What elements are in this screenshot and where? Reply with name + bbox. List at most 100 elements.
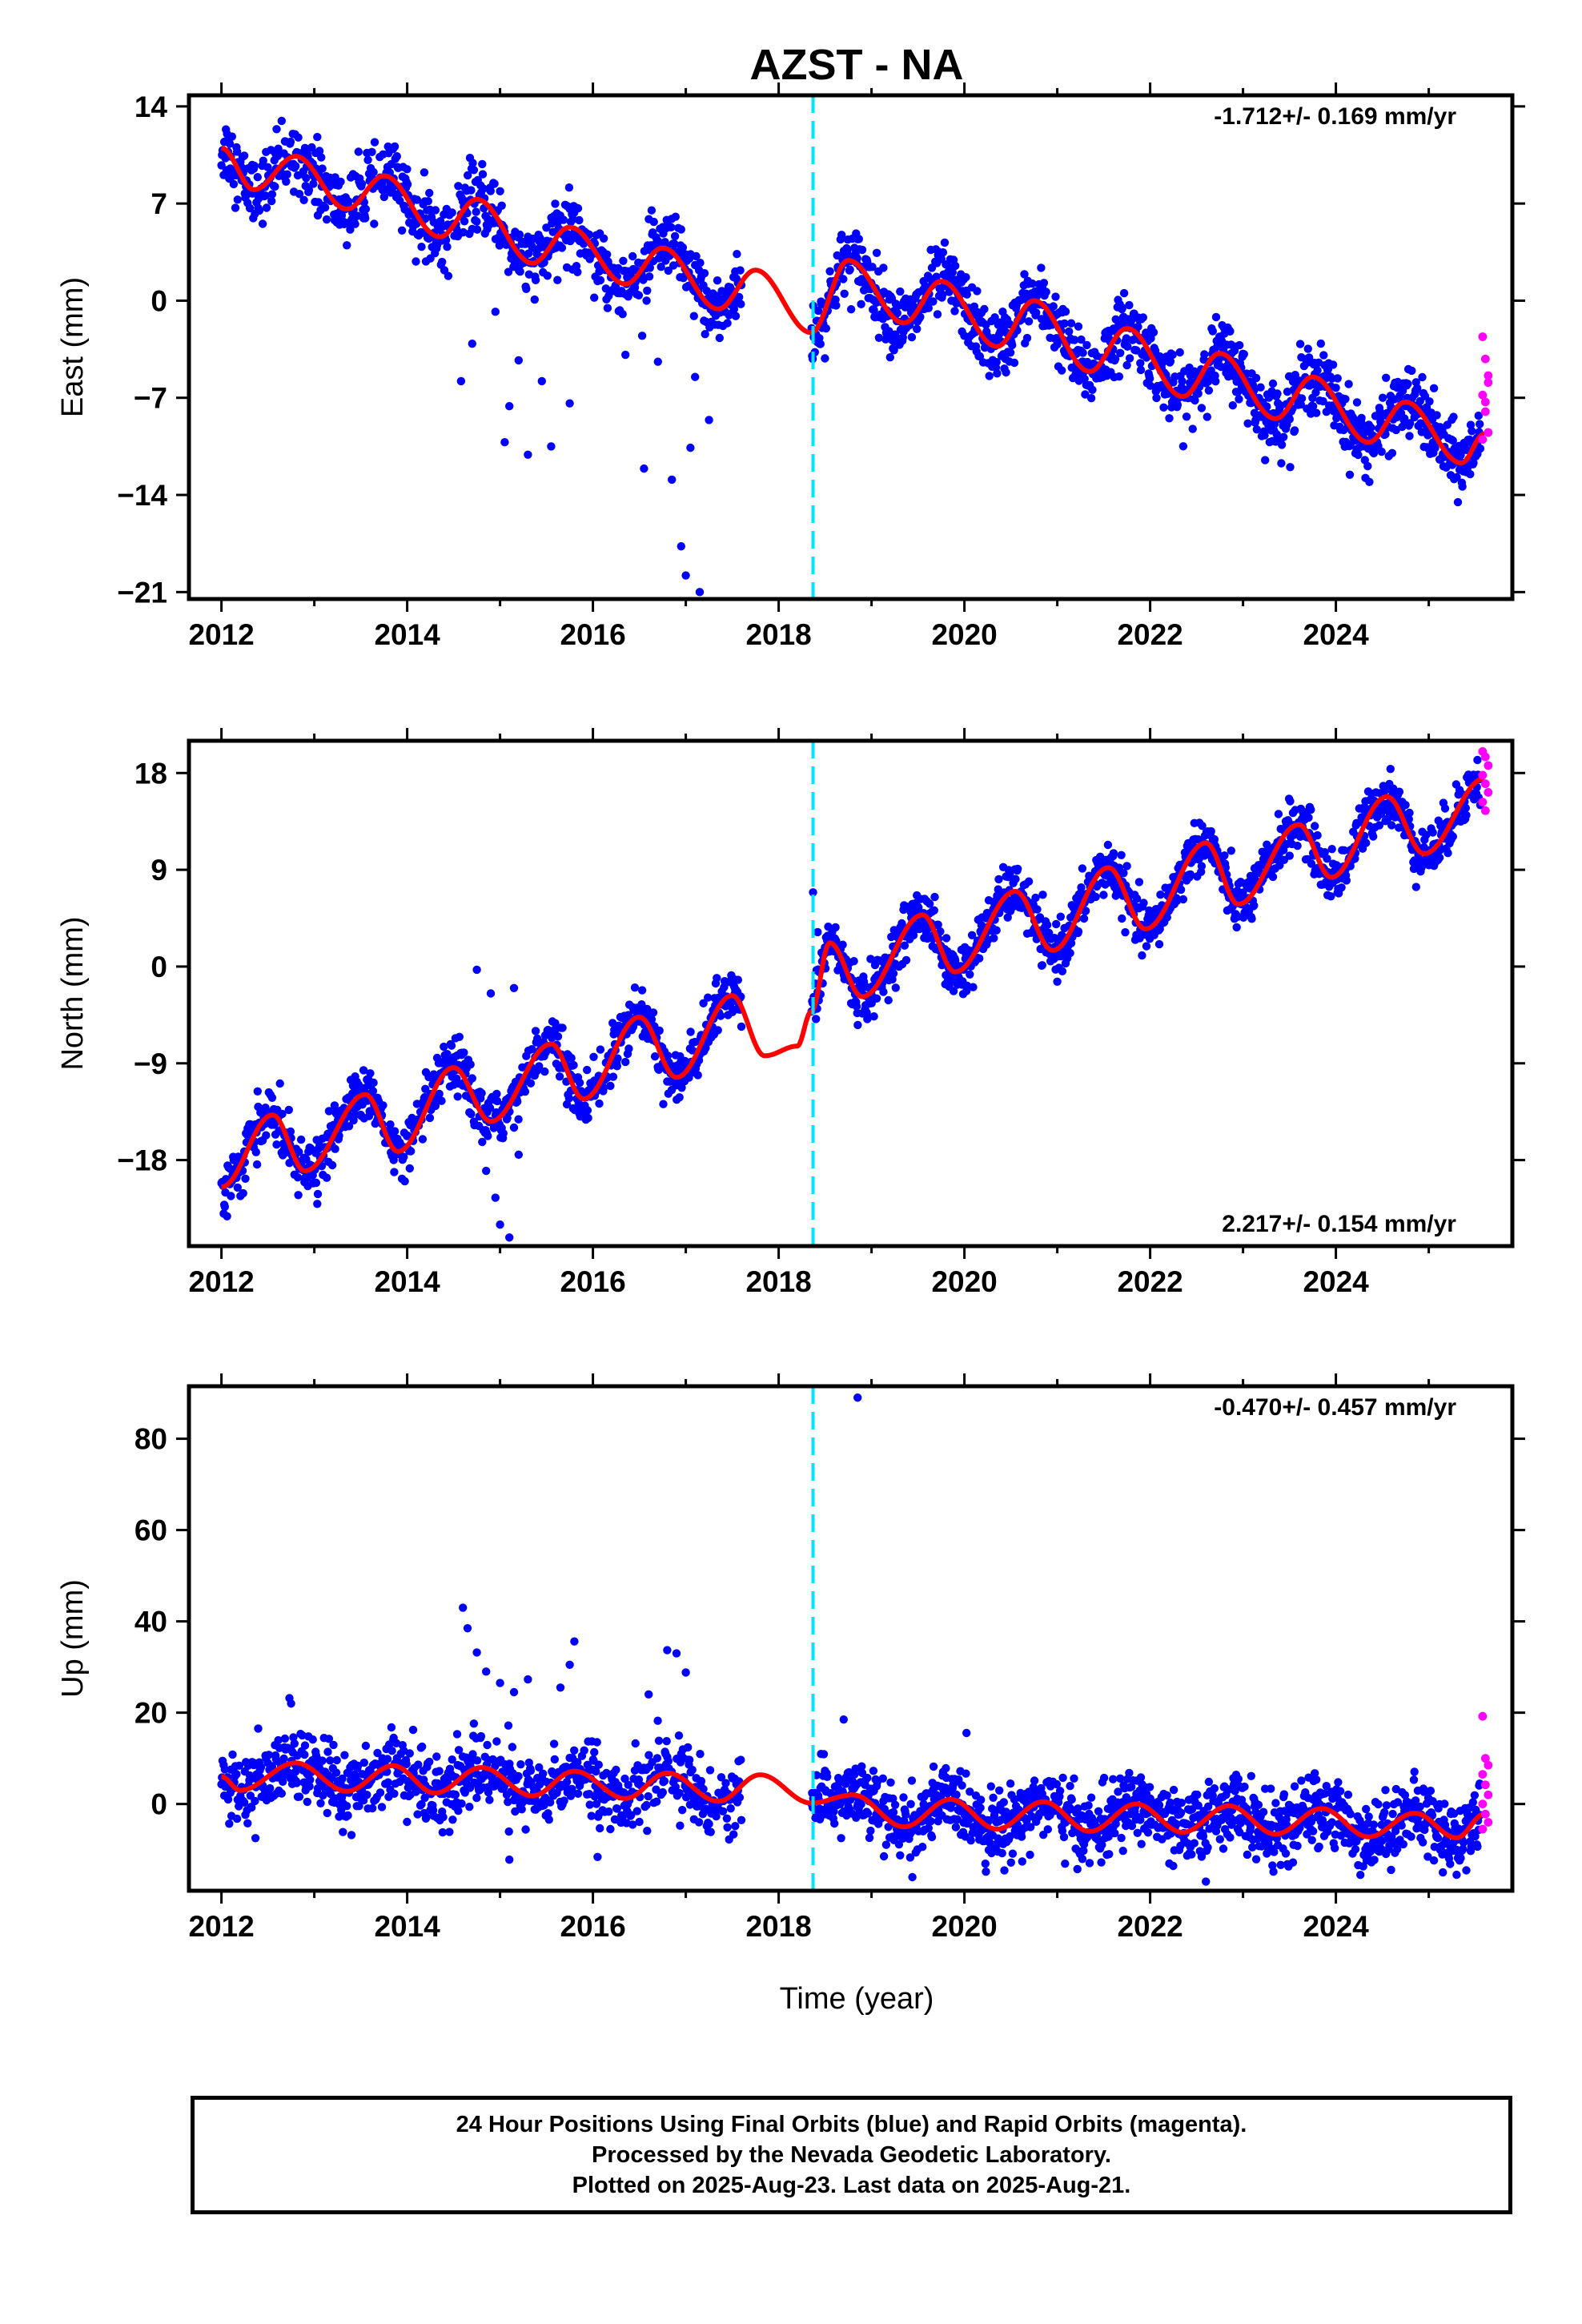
final-orbit-point xyxy=(1200,350,1209,359)
final-orbit-point xyxy=(1125,300,1134,310)
final-orbit-point xyxy=(1110,355,1120,364)
final-orbit-point xyxy=(551,199,560,208)
final-orbit-point xyxy=(231,203,240,212)
final-orbit-point xyxy=(990,934,998,943)
final-orbit-point xyxy=(667,223,676,231)
final-orbit-point xyxy=(280,1734,290,1743)
final-orbit-point xyxy=(508,1743,517,1751)
final-orbit-point xyxy=(361,204,371,214)
final-orbit-point xyxy=(516,267,524,276)
final-orbit-point xyxy=(323,1808,331,1818)
final-orbit-point xyxy=(985,372,994,380)
final-orbit-point xyxy=(603,250,612,259)
final-orbit-point xyxy=(560,1796,568,1805)
final-orbit-point xyxy=(422,1812,431,1822)
final-orbit-point xyxy=(840,289,849,298)
final-orbit-point xyxy=(1053,340,1062,349)
y-tick-label: −21 xyxy=(117,576,167,609)
final-orbit-point xyxy=(1395,787,1404,796)
final-orbit-point xyxy=(664,1756,673,1766)
final-orbit-point xyxy=(1038,891,1047,899)
final-orbit-point xyxy=(907,332,917,342)
x-tick-label: 2012 xyxy=(188,1265,254,1298)
final-orbit-point xyxy=(557,243,567,252)
final-orbit-point xyxy=(879,987,888,996)
final-orbit-point xyxy=(735,292,744,302)
final-orbit-point xyxy=(1367,423,1375,432)
final-orbit-point xyxy=(331,1144,339,1153)
final-orbit-point xyxy=(656,263,665,271)
final-orbit-point xyxy=(496,187,504,195)
final-orbit-point xyxy=(274,144,283,153)
final-orbit-point xyxy=(549,1739,559,1748)
final-orbit-point xyxy=(570,1746,579,1755)
final-orbit-point xyxy=(1178,895,1188,904)
final-orbit-point xyxy=(689,312,698,320)
final-orbit-point xyxy=(239,151,249,160)
final-orbit-point xyxy=(1024,317,1034,326)
final-orbit-point xyxy=(267,190,277,199)
final-orbit-point xyxy=(370,219,379,228)
final-orbit-point xyxy=(650,1052,660,1061)
final-orbit-point xyxy=(813,306,823,316)
final-orbit-point xyxy=(1297,394,1307,403)
final-orbit-point xyxy=(1387,448,1397,457)
final-orbit-point xyxy=(618,310,627,319)
final-orbit-point xyxy=(596,1045,605,1054)
final-orbit-point xyxy=(659,1100,668,1108)
final-orbit-point xyxy=(664,266,673,275)
final-orbit-point xyxy=(1411,883,1421,891)
final-orbit-point xyxy=(1279,432,1288,441)
final-orbit-point xyxy=(684,1743,693,1752)
final-orbit-point xyxy=(643,286,652,296)
final-orbit-point xyxy=(1327,845,1336,854)
final-orbit-point xyxy=(454,1807,463,1815)
final-orbit-point xyxy=(693,1071,702,1080)
final-orbit-point xyxy=(490,179,499,188)
final-orbit-point xyxy=(1352,398,1362,407)
final-orbit-point xyxy=(425,188,434,198)
final-orbit-point xyxy=(1448,832,1458,841)
final-orbit-point xyxy=(443,243,452,251)
final-orbit-point xyxy=(573,267,582,276)
outlier-point xyxy=(677,541,685,551)
final-orbit-point xyxy=(263,163,272,171)
rapid-orbit-point xyxy=(1480,752,1490,762)
final-orbit-point xyxy=(596,1823,604,1833)
final-orbit-point xyxy=(1049,302,1058,311)
final-orbit-point xyxy=(1197,404,1207,412)
final-orbit-point xyxy=(317,153,326,162)
final-orbit-point xyxy=(451,1790,460,1799)
final-orbit-point xyxy=(1116,348,1125,357)
final-orbit-point xyxy=(259,156,267,165)
final-orbit-point xyxy=(447,1041,456,1050)
final-orbit-point xyxy=(654,1736,664,1745)
final-orbit-point xyxy=(942,934,951,943)
final-orbit-point xyxy=(397,226,407,235)
final-orbit-point xyxy=(460,217,469,226)
final-orbit-point xyxy=(445,1827,454,1836)
final-orbit-point xyxy=(1260,431,1269,440)
final-orbit-point xyxy=(225,139,235,148)
outlier-point xyxy=(505,401,514,411)
final-orbit-point xyxy=(1165,414,1174,423)
final-orbit-point xyxy=(845,265,854,274)
final-orbit-point xyxy=(720,983,729,992)
final-orbit-point xyxy=(514,1771,523,1781)
outlier-point xyxy=(705,416,713,424)
final-orbit-point xyxy=(324,1107,334,1116)
final-orbit-point xyxy=(737,300,745,308)
final-orbit-point xyxy=(266,1783,275,1793)
final-orbit-point xyxy=(272,125,281,134)
final-orbit-point xyxy=(621,1057,630,1067)
final-orbit-point xyxy=(567,1054,576,1063)
final-orbit-point xyxy=(1066,319,1076,328)
final-orbit-point xyxy=(329,1740,338,1750)
final-orbit-point xyxy=(354,147,363,156)
final-orbit-point xyxy=(469,1719,479,1728)
final-orbit-point xyxy=(528,243,537,252)
final-orbit-point xyxy=(485,1795,494,1804)
final-orbit-point xyxy=(872,248,881,257)
final-orbit-point xyxy=(1061,307,1070,316)
